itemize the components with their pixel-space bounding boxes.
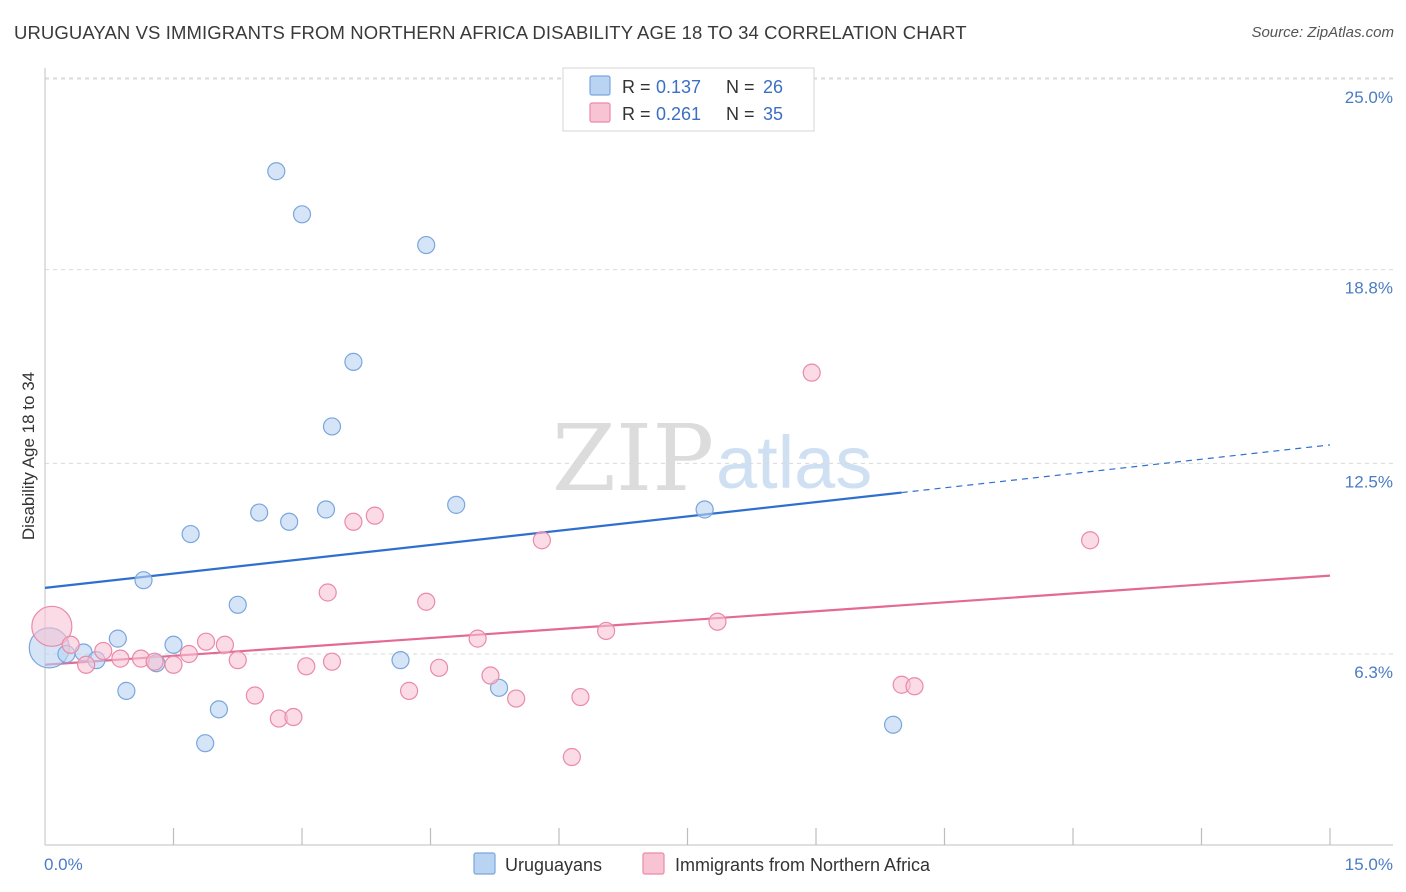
bottom-legend-label-immigrants: Immigrants from Northern Africa <box>675 855 931 875</box>
legend-r-value-1: 0.137 <box>656 77 701 97</box>
gridlines <box>45 77 1393 655</box>
point-uruguayans-24 <box>695 500 714 519</box>
point-immigrants-21 <box>417 592 436 611</box>
legend-swatch-blue <box>589 75 611 96</box>
point-uruguayans-20 <box>391 651 410 670</box>
point-immigrants-31 <box>802 363 821 382</box>
point-immigrants-29 <box>597 621 616 641</box>
point-uruguayans-5 <box>117 681 136 700</box>
bottom-legend-swatch-pink <box>642 852 665 875</box>
point-uruguayans-13 <box>250 503 269 522</box>
legend-r-label-1: R = <box>622 77 651 97</box>
point-immigrants-4 <box>111 649 130 668</box>
legend-r-value-2: 0.261 <box>656 104 701 124</box>
trendline-immigrants <box>44 574 1331 666</box>
legend-n-label-1: N = <box>726 77 755 97</box>
legend-n-value-2: 35 <box>763 104 783 124</box>
bottom-legend-label-uruguayans: Uruguayans <box>505 855 602 875</box>
point-uruguayans-22 <box>447 495 466 514</box>
point-immigrants-17 <box>322 652 342 671</box>
point-uruguayans-18 <box>322 417 342 436</box>
chart-title: URUGUAYAN VS IMMIGRANTS FROM NORTHERN AF… <box>14 22 967 43</box>
y-tick-labels: 6.3% 12.5% 18.8% 25.0% <box>1345 88 1393 682</box>
point-immigrants-7 <box>164 655 183 674</box>
point-uruguayans-4 <box>108 629 127 648</box>
point-uruguayans-25 <box>883 715 903 734</box>
point-uruguayans-17 <box>316 500 336 519</box>
trendline-uruguayans <box>44 491 902 589</box>
legend-bottom: Uruguayans Immigrants from Northern Afri… <box>473 852 931 875</box>
x-ticks <box>172 828 1331 845</box>
point-uruguayans-10 <box>196 734 215 753</box>
x-tick-label-min: 0.0% <box>44 855 83 874</box>
data-points <box>28 162 1100 767</box>
point-immigrants-3 <box>94 641 113 661</box>
point-immigrants-23 <box>468 629 487 648</box>
y-axis-title: Disability Age 18 to 34 <box>19 372 38 540</box>
legend-n-label-2: N = <box>726 104 755 124</box>
watermark-zip: ZIP <box>552 405 714 512</box>
point-uruguayans-23 <box>489 678 509 697</box>
point-uruguayans-8 <box>164 635 183 654</box>
legend-top: R = 0.137 N = 26 R = 0.261 N = 35 <box>562 67 815 132</box>
point-immigrants-18 <box>344 512 363 531</box>
point-immigrants-30 <box>708 612 727 631</box>
watermark-atlas: atlas <box>716 421 872 504</box>
legend-n-value-1: 26 <box>763 77 783 97</box>
bottom-legend-swatch-blue <box>473 852 496 875</box>
source-credit: Source: ZipAtlas.com <box>1251 24 1394 41</box>
point-immigrants-2 <box>77 655 96 674</box>
y-tick-label-3: 25.0% <box>1345 88 1393 107</box>
point-immigrants-12 <box>245 686 264 705</box>
point-immigrants-14 <box>284 707 303 727</box>
point-immigrants-24 <box>481 666 500 685</box>
point-uruguayans-11 <box>209 700 229 719</box>
point-immigrants-0 <box>31 605 73 647</box>
point-immigrants-8 <box>179 644 199 664</box>
point-immigrants-25 <box>507 689 526 708</box>
point-uruguayans-16 <box>292 205 312 224</box>
y-tick-label-0: 6.3% <box>1354 663 1393 682</box>
point-immigrants-19 <box>365 506 384 525</box>
point-immigrants-6 <box>145 652 164 671</box>
point-immigrants-11 <box>228 651 247 670</box>
legend-swatch-pink <box>589 102 611 123</box>
trendline-uruguayans-extension <box>901 444 1331 494</box>
point-uruguayans-12 <box>228 595 247 614</box>
axes <box>44 68 1393 846</box>
point-immigrants-15 <box>297 657 316 676</box>
point-immigrants-1 <box>61 635 80 654</box>
point-uruguayans-21 <box>417 235 436 255</box>
point-immigrants-9 <box>196 632 216 651</box>
point-immigrants-26 <box>532 531 551 550</box>
point-immigrants-16 <box>318 583 337 602</box>
point-immigrants-34 <box>1081 531 1100 550</box>
point-immigrants-33 <box>905 677 924 696</box>
point-immigrants-20 <box>399 681 419 700</box>
legend-r-label-2: R = <box>622 104 651 124</box>
point-uruguayans-15 <box>280 512 299 531</box>
point-uruguayans-19 <box>344 352 363 371</box>
trend-lines <box>44 444 1331 666</box>
point-immigrants-10 <box>215 635 234 654</box>
y-tick-label-1: 12.5% <box>1345 472 1393 491</box>
point-immigrants-28 <box>571 687 590 707</box>
point-immigrants-27 <box>562 747 581 767</box>
point-immigrants-22 <box>429 658 449 677</box>
x-tick-label-max: 15.0% <box>1345 855 1393 874</box>
point-uruguayans-9 <box>181 524 200 544</box>
point-uruguayans-14 <box>267 162 286 181</box>
y-tick-label-2: 18.8% <box>1345 279 1393 298</box>
point-uruguayans-6 <box>134 571 153 590</box>
